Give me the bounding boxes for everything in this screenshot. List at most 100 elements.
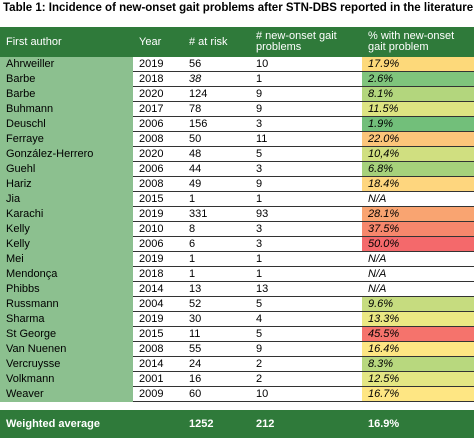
table-cell: N/A [362, 266, 474, 282]
table-cell: 50.0% [362, 236, 474, 252]
table-cell: Mei [0, 251, 133, 267]
table-cell: 22.0% [362, 131, 474, 147]
table-row: Weaver 2009 60 10 16.7% [0, 386, 474, 402]
table-cell: 2008 [133, 341, 183, 357]
table-cell: 30 [183, 311, 250, 327]
table-body: Ahrweiller 2019 56 10 17.9% Barbe 2018 38 1 2.6% B… [0, 57, 474, 402]
table-cell: 3 [250, 161, 362, 177]
table-row: Kelly 2010 8 3 37.5% [0, 221, 474, 237]
table-cell: 6.8% [362, 161, 474, 177]
table-cell: 13 [183, 281, 250, 297]
table-cell: 2004 [133, 296, 183, 312]
table-cell: Van Nuenen [0, 341, 133, 357]
table-cell: 9 [250, 101, 362, 117]
table-cell: 50 [183, 131, 250, 147]
footer-table: Weighted average 1252 212 16.9% [0, 410, 474, 438]
table-cell: Deuschl [0, 116, 133, 132]
table-row: Volkmann 2001 16 2 12.5% [0, 371, 474, 387]
table-cell: 2019 [133, 251, 183, 267]
table-cell: 2006 [133, 236, 183, 252]
table-cell: 2008 [133, 131, 183, 147]
table-cell: 2020 [133, 86, 183, 102]
table-cell: 156 [183, 116, 250, 132]
table-row: Ferraye 2008 50 11 22.0% [0, 131, 474, 147]
table-cell: Buhmann [0, 101, 133, 117]
table-cell: N/A [362, 251, 474, 267]
table-cell: Barbe [0, 86, 133, 102]
table-cell: González-Herrero [0, 146, 133, 162]
table-row: Van Nuenen 2008 55 9 16.4% [0, 341, 474, 357]
table-cell: 3 [250, 116, 362, 132]
table-row: Vercruysse 2014 24 2 8.3% [0, 356, 474, 372]
table-row: St George 2015 11 5 45.5% [0, 326, 474, 342]
table-cell: 2014 [133, 356, 183, 372]
table-cell: Karachi [0, 206, 133, 222]
table-cell: 48 [183, 146, 250, 162]
table-cell: 38 [183, 71, 250, 87]
table-cell: 28.1% [362, 206, 474, 222]
table-row: Mendonça 2018 1 1 N/A [0, 266, 474, 282]
footer-cell: 16.9% [362, 410, 474, 438]
table-cell: 11.5% [362, 101, 474, 117]
table-cell: 1 [250, 266, 362, 282]
table-cell: 1 [183, 251, 250, 267]
table-cell: St George [0, 326, 133, 342]
table-cell: 8 [183, 221, 250, 237]
table-cell: 13.3% [362, 311, 474, 327]
table-row: Buhmann 2017 78 9 11.5% [0, 101, 474, 117]
footer-cell: Weighted average [0, 410, 133, 438]
table-cell: Kelly [0, 221, 133, 237]
table-cell: 2014 [133, 281, 183, 297]
table-cell: Phibbs [0, 281, 133, 297]
table-cell: 2015 [133, 191, 183, 207]
table-cell: 3 [250, 221, 362, 237]
table-cell: 16.7% [362, 386, 474, 402]
data-table: First author Year # at risk # new-onset gai… [0, 27, 474, 402]
table-cell: 5 [250, 146, 362, 162]
table-cell: 5 [250, 296, 362, 312]
table-cell: 2019 [133, 57, 183, 72]
table-cell: Barbe [0, 71, 133, 87]
table-cell: 9.6% [362, 296, 474, 312]
title: Table 1: Incidence of new-onset gait pro… [3, 2, 474, 14]
table-cell: 10 [250, 386, 362, 402]
table-cell: 13 [250, 281, 362, 297]
table-cell: 56 [183, 57, 250, 72]
footer-cell: 1252 [183, 410, 250, 438]
table-cell: 11 [183, 326, 250, 342]
table-row: Deuschl 2006 156 3 1.9% [0, 116, 474, 132]
table-cell: 1 [250, 71, 362, 87]
table-cell: 16.4% [362, 341, 474, 357]
table-cell: 1 [250, 191, 362, 207]
table-cell: 2010 [133, 221, 183, 237]
table-cell: 8.3% [362, 356, 474, 372]
table-cell: 11 [250, 131, 362, 147]
table-cell: 2015 [133, 326, 183, 342]
table-cell: 60 [183, 386, 250, 402]
table-cell: 49 [183, 176, 250, 192]
table-cell: 331 [183, 206, 250, 222]
table-cell: Guehl [0, 161, 133, 177]
table-cell: Hariz [0, 176, 133, 192]
table-cell: 55 [183, 341, 250, 357]
table-cell: 9 [250, 341, 362, 357]
table-cell: 78 [183, 101, 250, 117]
table-row: Hariz 2008 49 9 18.4% [0, 176, 474, 192]
table-cell: 2019 [133, 311, 183, 327]
table-cell: 1.9% [362, 116, 474, 132]
table-cell: Vercruysse [0, 356, 133, 372]
table-cell: 16 [183, 371, 250, 387]
table-cell: 2020 [133, 146, 183, 162]
table-cell: Russmann [0, 296, 133, 312]
table-cell: 45.5% [362, 326, 474, 342]
table-cell: 2006 [133, 161, 183, 177]
table-row: Ahrweiller 2019 56 10 17.9% [0, 57, 474, 72]
table-cell: 2001 [133, 371, 183, 387]
table-cell: Volkmann [0, 371, 133, 387]
header-cell: # new-onset gait problems [250, 27, 362, 57]
table-row: Russmann 2004 52 5 9.6% [0, 296, 474, 312]
table-row: Mei 2019 1 1 N/A [0, 251, 474, 267]
table-cell: 10,4% [362, 146, 474, 162]
table-cell: Weaver [0, 386, 133, 402]
footer-row: Weighted average 1252 212 16.9% [0, 410, 474, 438]
